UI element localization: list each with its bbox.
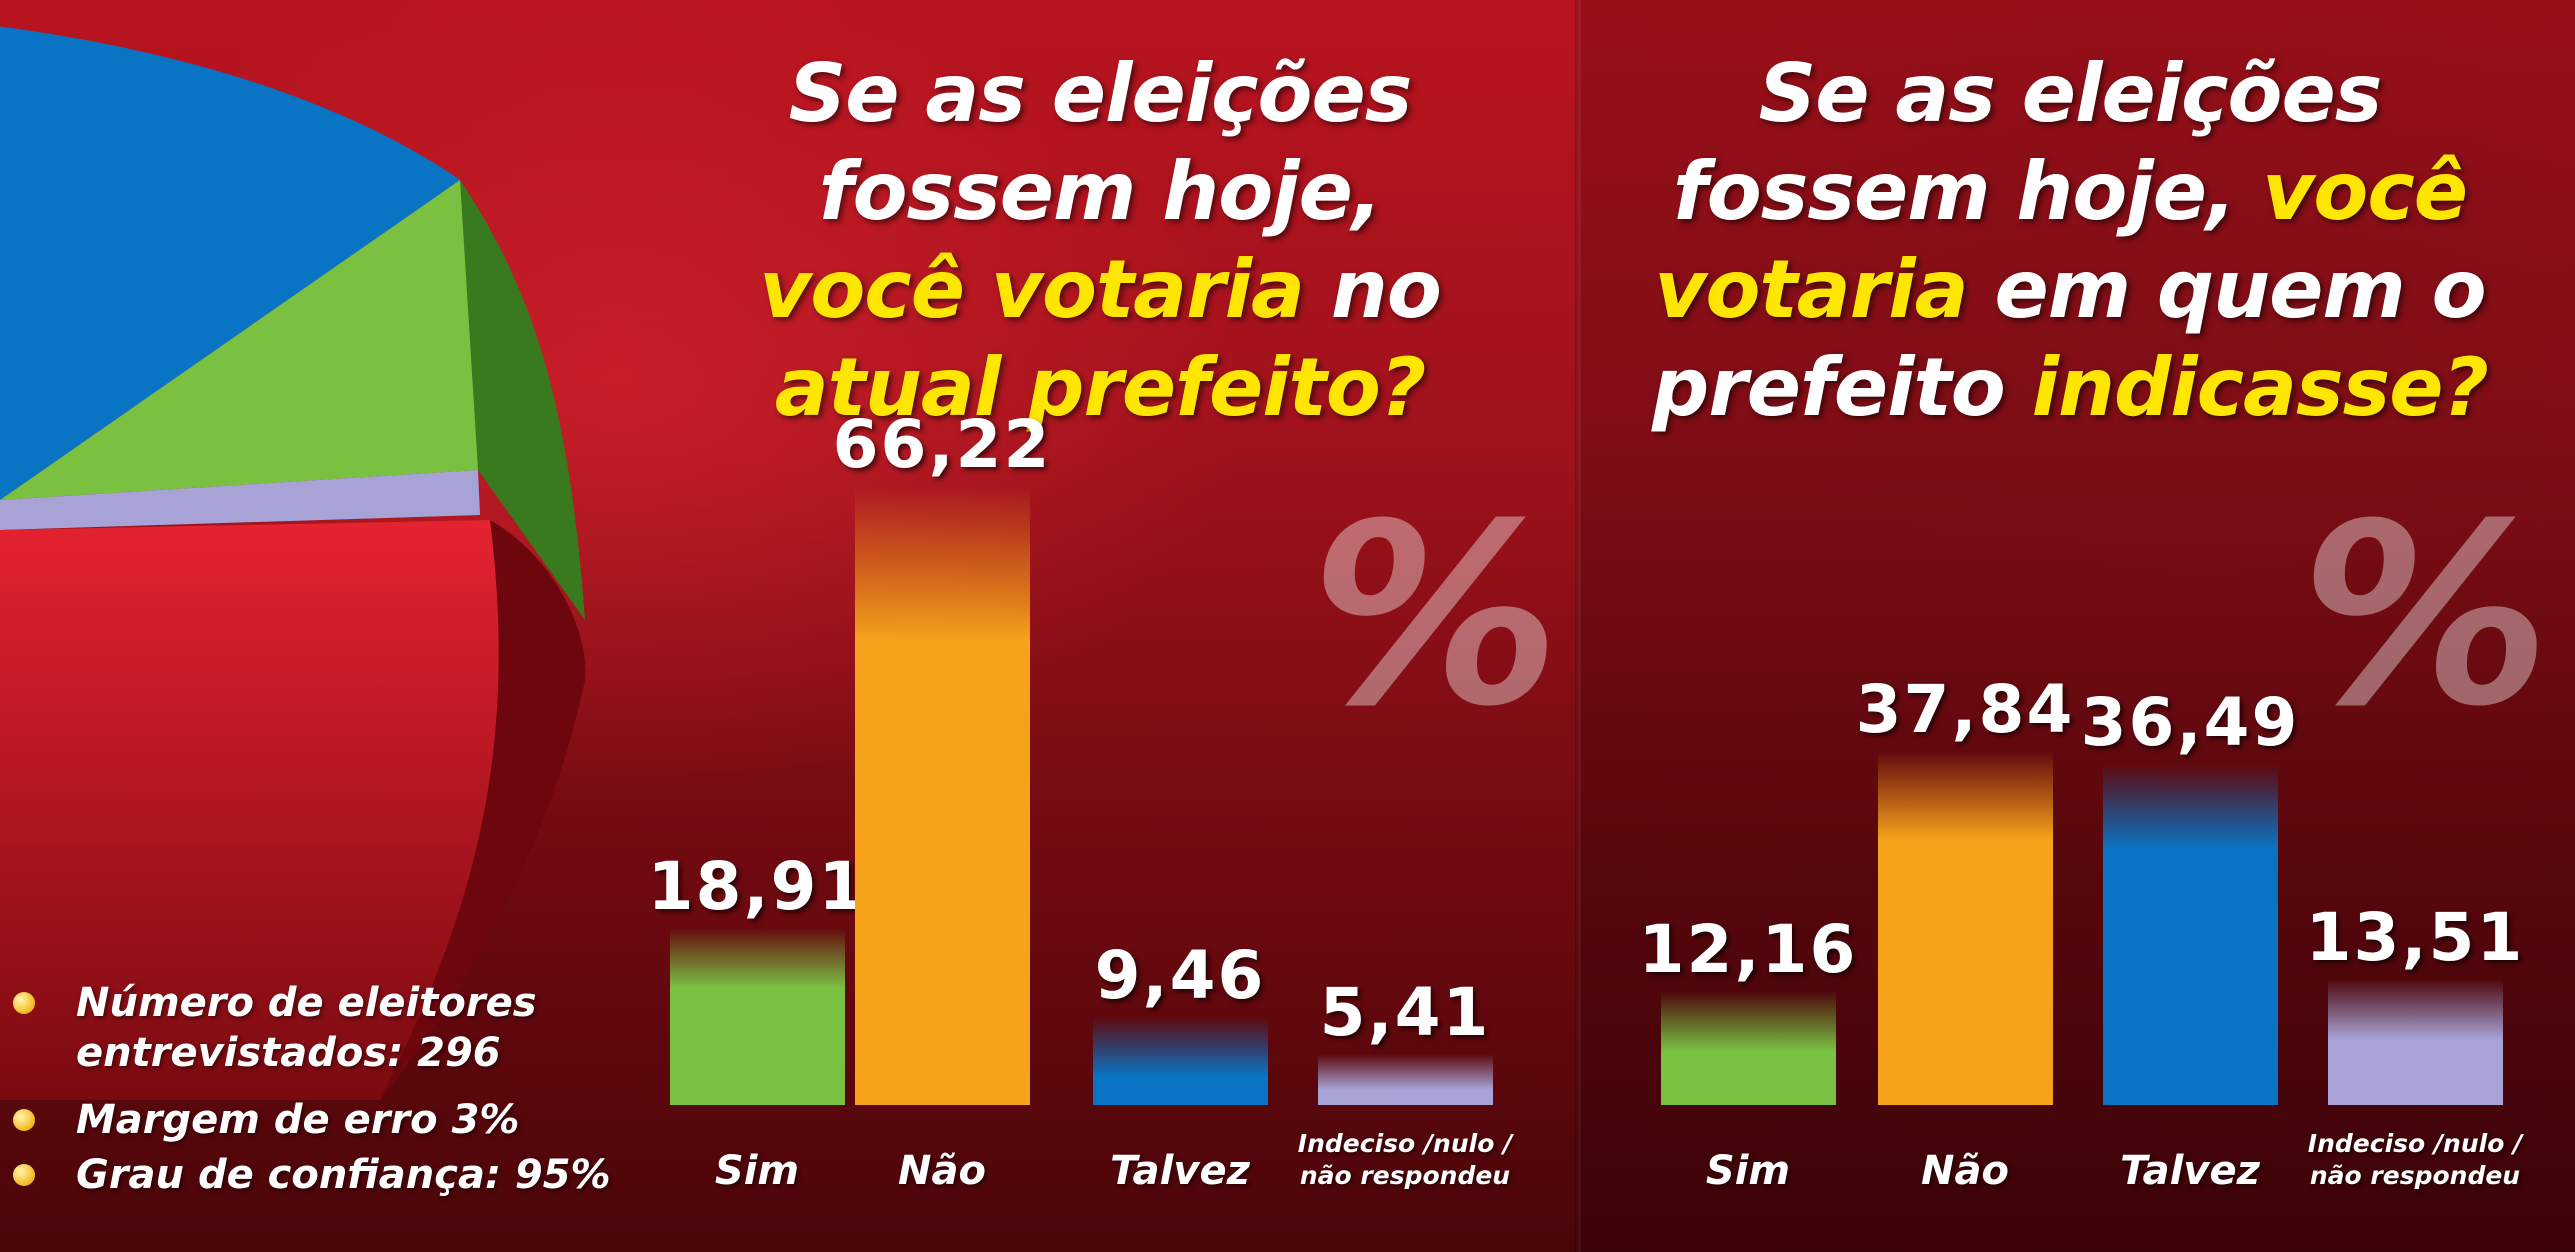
- category-label-line: Sim: [714, 1148, 800, 1194]
- title-line: prefeito indicasse?: [1620, 339, 2520, 437]
- category-label: Talvez: [2060, 1148, 2320, 1194]
- category-label-line: Não: [898, 1148, 986, 1194]
- title-line: você votaria no: [720, 241, 1480, 339]
- bar-talvez: [2102, 764, 2278, 1105]
- value-label: 36,49: [2080, 684, 2300, 761]
- title-text: prefeito: [1652, 341, 2032, 434]
- left-chart-title: Se as eleições fossem hoje, você votaria…: [720, 45, 1480, 437]
- category-label-line: não respondeu: [2309, 1161, 2521, 1190]
- note-text: Grau de confiança: 95%: [76, 1152, 611, 1198]
- category-label-line: Indeciso /nulo /: [2307, 1129, 2523, 1158]
- pie-slice-red-side: [380, 520, 586, 1100]
- value-label: 9,46: [1094, 937, 1266, 1014]
- value-label: 66,22: [832, 406, 1052, 483]
- category-label-line: Sim: [1705, 1148, 1791, 1194]
- bar-sim: [669, 928, 845, 1105]
- bullet-icon: [13, 992, 35, 1014]
- title-text: no: [1304, 243, 1442, 336]
- note-text: Margem de erro 3%: [76, 1097, 520, 1143]
- category-label: Não: [1835, 1148, 2095, 1194]
- category-label-line: Talvez: [1110, 1148, 1250, 1194]
- note-text: Número de eleitores entrevistados: 296: [76, 980, 537, 1076]
- pie-slice-green: [0, 180, 484, 500]
- category-label: Não: [812, 1148, 1072, 1194]
- title-highlight: votaria: [1654, 243, 1968, 336]
- pie-slice-lavender: [0, 470, 480, 530]
- value-label: 13,51: [2305, 899, 2525, 976]
- bar-nao: [1877, 751, 2053, 1105]
- title-highlight: você votaria: [759, 243, 1305, 336]
- value-label: 12,16: [1638, 911, 1858, 988]
- title-highlight: atual prefeito?: [774, 341, 1427, 434]
- title-text: fossem hoje,: [1672, 145, 2263, 238]
- category-label: Indeciso /nulo / não respondeu: [1295, 1128, 1515, 1192]
- category-label: Indeciso /nulo / não respondeu: [2305, 1128, 2525, 1192]
- title-text: em quem o: [1967, 243, 2486, 336]
- title-line: votaria em quem o: [1620, 241, 2520, 339]
- title-line: fossem hoje, você: [1620, 143, 2520, 241]
- note-voters: Número de eleitores entrevistados: 296: [13, 978, 576, 1078]
- category-label-line: Talvez: [2120, 1148, 2260, 1194]
- category-label-line: não respondeu: [1299, 1161, 1511, 1190]
- value-label: 37,84: [1855, 671, 2075, 748]
- category-label-line: Indeciso /nulo /: [1297, 1129, 1513, 1158]
- category-label-line: Não: [1921, 1148, 2009, 1194]
- percent-symbol: %: [2300, 470, 2551, 761]
- title-highlight: indicasse?: [2031, 341, 2489, 434]
- bar-talvez: [1092, 1017, 1268, 1105]
- bullet-icon: [13, 1109, 35, 1131]
- bar-nao: [854, 486, 1030, 1105]
- value-label: 5,41: [1319, 974, 1491, 1051]
- note-confidence: Grau de confiança: 95%: [13, 1150, 611, 1200]
- category-label: Sim: [627, 1148, 887, 1194]
- title-highlight: você: [2262, 145, 2468, 238]
- title-line: Se as eleições: [1758, 47, 2383, 140]
- panel-divider: [1575, 0, 1581, 1252]
- pie-slice-blue: [0, 26, 460, 500]
- bar-indeciso: [2327, 979, 2503, 1105]
- percent-symbol: %: [1310, 470, 1561, 761]
- category-label: Talvez: [1050, 1148, 1310, 1194]
- pie-slice-red: [0, 520, 499, 1100]
- value-label: 18,91: [647, 848, 867, 925]
- pie-chart-decoration: [0, 26, 586, 1100]
- title-line: fossem hoje,: [818, 145, 1382, 238]
- title-line: Se as eleições: [788, 47, 1413, 140]
- category-label: Sim: [1618, 1148, 1878, 1194]
- pie-slice-green-side: [460, 180, 585, 620]
- bar-indeciso: [1317, 1054, 1493, 1105]
- bullet-icon: [13, 1164, 35, 1186]
- note-margin: Margem de erro 3%: [13, 1095, 520, 1145]
- bar-sim: [1660, 991, 1836, 1105]
- right-chart-title: Se as eleições fossem hoje, você votaria…: [1620, 45, 2520, 437]
